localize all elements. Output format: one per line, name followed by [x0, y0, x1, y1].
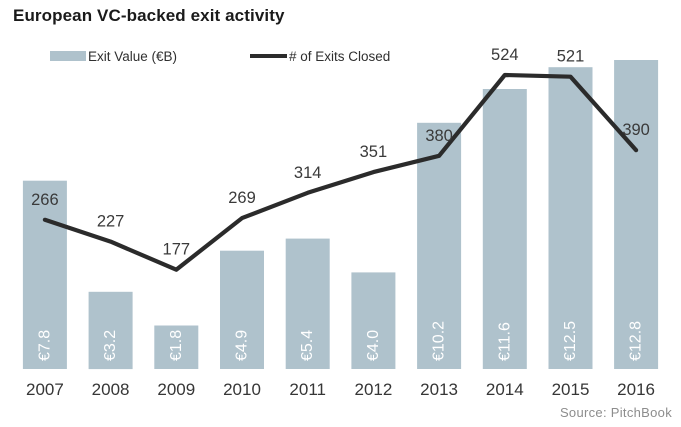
- legend-item-exits-closed: # of Exits Closed: [250, 47, 390, 65]
- bar-value-label-2016: €12.8: [628, 321, 645, 361]
- legend: Exit Value (€B) # of Exits Closed: [0, 47, 681, 65]
- bar-swatch-icon: [50, 51, 86, 61]
- x-axis-label-2014: 2014: [486, 380, 524, 399]
- line-value-label-2009: 177: [163, 241, 191, 259]
- x-axis-label-2015: 2015: [552, 380, 590, 399]
- legend-label-exit-value: Exit Value (€B): [88, 48, 178, 64]
- bar-value-label-2010: €4.9: [234, 330, 251, 361]
- bar-2010: [220, 250, 264, 369]
- bar-2012: [351, 272, 396, 369]
- line-value-label-2007: 266: [31, 191, 59, 209]
- bar-2008: [88, 291, 133, 370]
- bar-2016: [614, 60, 659, 369]
- line-value-label-2014: 524: [491, 46, 519, 64]
- bar-value-label-2008: €3.2: [102, 330, 119, 361]
- bar-2009: [154, 325, 199, 369]
- x-axis-label-2016: 2016: [617, 380, 655, 399]
- x-axis-label-2011: 2011: [289, 380, 326, 399]
- chart-title: European VC-backed exit activity: [13, 6, 285, 25]
- line-value-label-2012: 351: [360, 143, 388, 161]
- bar-2007: [22, 180, 67, 369]
- bar-value-label-2011: €5.4: [299, 330, 316, 361]
- bar-value-label-2015: €12.5: [562, 321, 579, 361]
- source-credit: Source: PitchBook: [559, 405, 672, 420]
- x-axis-label-2009: 2009: [157, 380, 195, 399]
- x-axis-label-2008: 2008: [92, 380, 130, 399]
- bar-2014: [482, 89, 527, 369]
- bar-value-label-2013: €10.2: [431, 321, 448, 361]
- exits-closed-line: [42, 72, 639, 272]
- bar-2013: [417, 122, 462, 369]
- bar-2015: [548, 67, 593, 369]
- line-value-label-2015: 521: [557, 48, 585, 66]
- x-axis-label-2013: 2013: [420, 380, 458, 399]
- bar-2011: [285, 238, 330, 369]
- x-axis-label-2012: 2012: [354, 380, 392, 399]
- line-value-label-2010: 269: [228, 189, 256, 207]
- line-value-label-2013: 380: [425, 127, 453, 145]
- bar-value-label-2012: €4.0: [365, 330, 382, 361]
- line-value-label-2016: 390: [622, 121, 650, 139]
- legend-label-exits-closed: # of Exits Closed: [289, 48, 391, 64]
- bar-value-label-2007: €7.8: [36, 330, 53, 361]
- line-value-label-2011: 314: [294, 164, 322, 182]
- bar-value-label-2014: €11.6: [496, 322, 513, 361]
- x-axis-label-2007: 2007: [26, 380, 64, 399]
- bar-value-label-2009: €1.8: [168, 330, 185, 361]
- line-value-label-2008: 227: [97, 213, 125, 231]
- legend-item-exit-value: Exit Value (€B): [50, 47, 177, 65]
- x-axis-label-2010: 2010: [223, 380, 261, 399]
- line-swatch-icon: [250, 54, 287, 58]
